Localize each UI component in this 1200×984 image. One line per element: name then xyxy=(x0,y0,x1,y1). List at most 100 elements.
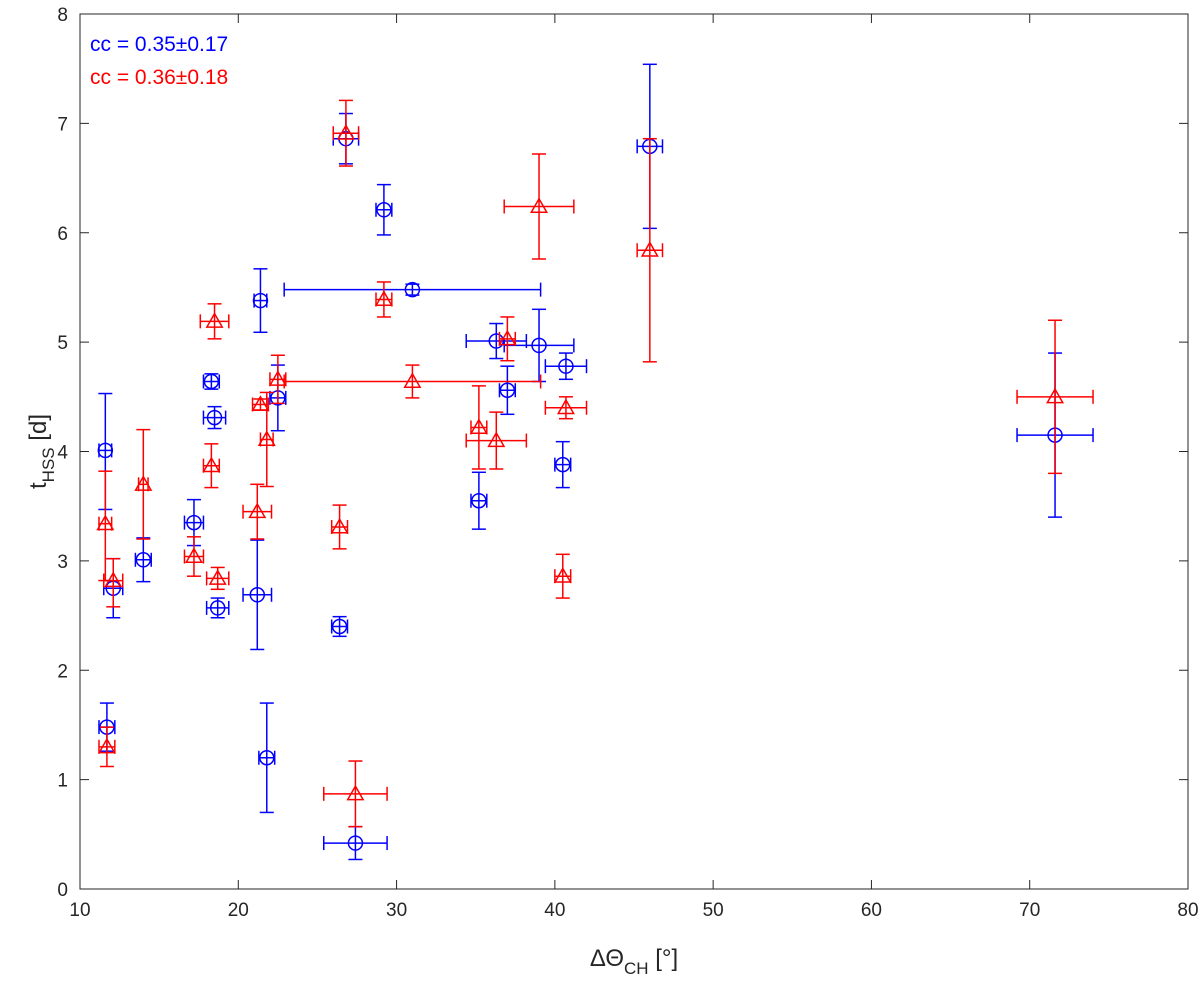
x-tick-label: 20 xyxy=(228,900,249,921)
data-point xyxy=(202,443,221,489)
y-tick-label: 4 xyxy=(57,443,68,464)
data-point xyxy=(323,825,388,861)
plot-frame xyxy=(79,13,1189,890)
circle-marker xyxy=(404,281,421,298)
triangle-marker xyxy=(96,514,115,531)
y-tick-label: 2 xyxy=(57,661,68,682)
data-point xyxy=(202,373,221,390)
data-point xyxy=(183,536,205,577)
correlation-annotation-red: cc = 0.36±0.18 xyxy=(90,66,228,89)
series-layer xyxy=(96,63,1094,861)
x-tick-label: 50 xyxy=(703,900,724,921)
circle-marker xyxy=(252,292,269,309)
data-point xyxy=(96,470,115,582)
y-tick-label: 8 xyxy=(57,5,68,26)
circle-marker xyxy=(203,373,220,390)
circle-marker xyxy=(135,552,152,568)
triangle-marker xyxy=(469,418,488,434)
correlation-annotation-blue: cc = 0.35±0.17 xyxy=(90,33,228,56)
data-point xyxy=(258,702,276,814)
circle-marker xyxy=(499,382,516,398)
triangle-marker xyxy=(374,290,393,306)
y-tick-label: 5 xyxy=(57,333,68,354)
x-tick-label: 10 xyxy=(69,900,90,921)
data-point xyxy=(330,504,349,550)
y-tick-label: 0 xyxy=(57,880,68,901)
data-point xyxy=(283,281,542,298)
data-point xyxy=(1016,319,1094,475)
data-point xyxy=(469,385,488,470)
data-point xyxy=(205,597,230,619)
data-point xyxy=(97,726,116,768)
circle-marker xyxy=(555,456,571,473)
circle-marker xyxy=(558,358,574,374)
y-axis-label-main: t xyxy=(25,482,52,489)
data-point xyxy=(544,396,588,420)
triangle-marker xyxy=(134,475,153,491)
data-point xyxy=(498,365,517,416)
circle-marker xyxy=(209,600,226,616)
data-point xyxy=(134,537,152,583)
data-point xyxy=(199,303,230,340)
series-triangle xyxy=(96,99,1094,828)
data-point xyxy=(102,557,124,608)
triangle-marker xyxy=(553,566,572,583)
circle-marker xyxy=(186,514,202,531)
triangle-marker xyxy=(97,737,116,754)
triangle-marker xyxy=(1046,387,1065,404)
data-point xyxy=(374,281,393,318)
circle-marker xyxy=(259,750,275,766)
triangle-marker xyxy=(202,456,221,473)
data-point xyxy=(470,471,488,530)
data-point xyxy=(268,354,287,405)
x-tick-label: 30 xyxy=(386,900,407,921)
x-tick-label: 80 xyxy=(1177,900,1198,921)
triangle-marker xyxy=(248,502,267,519)
triangle-marker xyxy=(556,398,575,415)
data-point xyxy=(636,137,664,363)
triangle-marker xyxy=(208,569,227,585)
triangle-marker xyxy=(487,431,506,448)
data-point xyxy=(242,539,273,651)
data-point xyxy=(257,391,276,488)
x-tick-label: 70 xyxy=(1019,900,1040,921)
y-axis-label-unit: [d] xyxy=(25,414,52,447)
triangle-marker xyxy=(640,241,659,257)
x-tick-label: 40 xyxy=(544,900,565,921)
circle-marker xyxy=(376,202,392,218)
data-point xyxy=(252,268,269,334)
triangle-marker xyxy=(205,312,224,328)
circle-marker xyxy=(331,618,348,635)
y-tick-label: 7 xyxy=(57,114,68,135)
triangle-marker xyxy=(268,370,287,386)
data-point xyxy=(251,395,270,412)
triangle-marker xyxy=(346,784,365,801)
series-circle xyxy=(97,63,1094,861)
data-point xyxy=(330,615,349,638)
data-point xyxy=(242,483,273,540)
data-point xyxy=(283,364,542,399)
triangle-marker xyxy=(336,124,355,140)
triangle-marker xyxy=(184,547,203,564)
data-point xyxy=(323,760,388,828)
circle-marker xyxy=(97,442,114,459)
circle-marker xyxy=(471,492,487,509)
data-point xyxy=(503,153,575,260)
y-tick-label: 3 xyxy=(57,552,68,573)
y-axis-label-sub: HSS xyxy=(39,447,58,482)
circle-marker xyxy=(531,337,547,354)
data-point xyxy=(375,183,393,236)
circle-marker xyxy=(206,409,223,426)
triangle-marker xyxy=(330,517,349,534)
circle-marker xyxy=(347,835,364,851)
triangle-marker xyxy=(257,430,276,446)
data-point xyxy=(465,322,528,360)
triangle-marker xyxy=(530,197,549,214)
x-axis-label: ΔΘCH [°] xyxy=(590,945,678,978)
data-point xyxy=(205,566,230,591)
circle-marker xyxy=(249,587,266,603)
x-axis-label-main: ΔΘ xyxy=(590,945,624,972)
data-point xyxy=(465,411,528,470)
circle-marker xyxy=(488,333,505,349)
